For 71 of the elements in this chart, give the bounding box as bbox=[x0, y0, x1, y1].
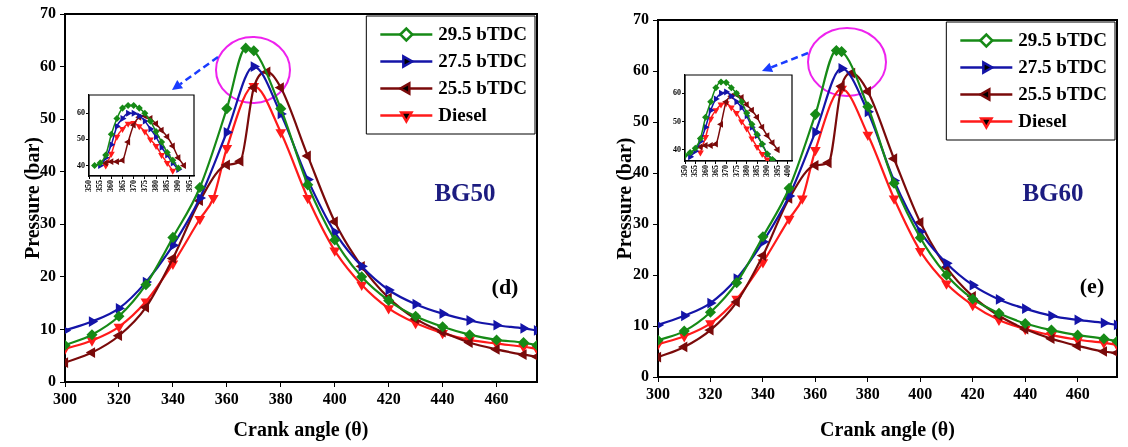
x-tick-label: 395 bbox=[184, 180, 194, 192]
y-tick-label: 50 bbox=[673, 116, 681, 126]
x-tick-label: 350 bbox=[680, 165, 690, 177]
x-tick-label: 400 bbox=[908, 384, 933, 402]
x-tick-label: 360 bbox=[803, 384, 828, 402]
x-tick-label: 380 bbox=[151, 180, 161, 192]
legend-label: 29.5 bTDC bbox=[1018, 29, 1108, 51]
y-tick-label: 20 bbox=[40, 267, 56, 284]
annotation: BG60 bbox=[1022, 179, 1084, 207]
y-tick-label: 40 bbox=[77, 160, 85, 170]
y-tick-label: 0 bbox=[641, 367, 649, 385]
annotation: (e) bbox=[1079, 272, 1105, 298]
x-tick-label: 355 bbox=[690, 165, 700, 177]
y-tick-label: 0 bbox=[48, 372, 56, 390]
x-tick-label: 360 bbox=[700, 165, 710, 177]
x-tick-label: 350 bbox=[84, 180, 94, 192]
x-tick-label: 360 bbox=[106, 180, 116, 192]
x-tick-label: 380 bbox=[741, 165, 751, 177]
x-tick-label: 365 bbox=[117, 180, 127, 192]
y-tick-label: 60 bbox=[77, 108, 85, 118]
x-tick-label: 420 bbox=[376, 389, 401, 407]
annotation: (d) bbox=[491, 273, 519, 299]
y-tick-label: 60 bbox=[633, 61, 649, 79]
x-tick-label: 370 bbox=[128, 180, 138, 192]
y-tick-label: 60 bbox=[40, 56, 56, 74]
x-tick-label: 365 bbox=[710, 165, 720, 177]
x-tick-label: 460 bbox=[1065, 384, 1090, 402]
x-tick-label: 385 bbox=[162, 180, 172, 192]
x-axis-title: Crank angle (θ) bbox=[233, 418, 369, 442]
y-tick-label: 50 bbox=[633, 112, 649, 130]
x-tick-label: 420 bbox=[960, 384, 985, 402]
x-tick-label: 380 bbox=[268, 389, 293, 407]
legend-label: 27.5 bTDC bbox=[1018, 56, 1108, 78]
x-tick-label: 400 bbox=[322, 389, 347, 407]
x-tick-label: 390 bbox=[762, 165, 772, 177]
y-tick-label: 70 bbox=[40, 4, 56, 22]
x-tick-label: 340 bbox=[750, 384, 775, 402]
y-tick-label: 60 bbox=[673, 88, 681, 98]
annotation: BG50 bbox=[434, 179, 496, 207]
x-tick-label: 300 bbox=[53, 389, 77, 407]
x-tick-label: 390 bbox=[173, 180, 183, 192]
x-tick-label: 375 bbox=[731, 165, 741, 177]
x-tick-label: 395 bbox=[772, 165, 782, 177]
y-tick-label: 40 bbox=[673, 144, 681, 154]
y-tick-label: 10 bbox=[633, 316, 649, 334]
x-tick-label: 385 bbox=[752, 165, 762, 177]
x-tick-label: 360 bbox=[214, 389, 239, 407]
legend-label: 29.5 bTDC bbox=[438, 23, 528, 45]
x-tick-label: 440 bbox=[430, 389, 455, 407]
x-axis-title: Crank angle (θ) bbox=[820, 418, 955, 442]
x-tick-label: 400 bbox=[782, 165, 792, 177]
x-tick-label: 370 bbox=[721, 165, 731, 177]
y-tick-label: 50 bbox=[40, 109, 56, 127]
legend-label: 27.5 bTDC bbox=[438, 50, 528, 72]
x-tick-label: 320 bbox=[698, 384, 723, 402]
y-tick-label: 20 bbox=[633, 265, 649, 283]
x-tick-label: 340 bbox=[160, 389, 185, 407]
x-tick-label: 300 bbox=[646, 384, 670, 402]
legend-label: 25.5 bTDC bbox=[1018, 83, 1108, 105]
y-tick-label: 70 bbox=[633, 10, 649, 28]
legend-label: Diesel bbox=[438, 104, 487, 126]
legend-label: Diesel bbox=[1018, 110, 1067, 132]
x-tick-label: 320 bbox=[106, 389, 131, 407]
y-tick-label: 50 bbox=[77, 134, 85, 144]
x-tick-label: 440 bbox=[1013, 384, 1038, 402]
legend-label: 25.5 bTDC bbox=[438, 77, 528, 99]
x-tick-label: 355 bbox=[95, 180, 105, 192]
x-tick-label: 380 bbox=[855, 384, 880, 402]
x-tick-label: 460 bbox=[484, 389, 509, 407]
x-tick-label: 375 bbox=[139, 180, 149, 192]
y-tick-label: 10 bbox=[40, 319, 56, 337]
